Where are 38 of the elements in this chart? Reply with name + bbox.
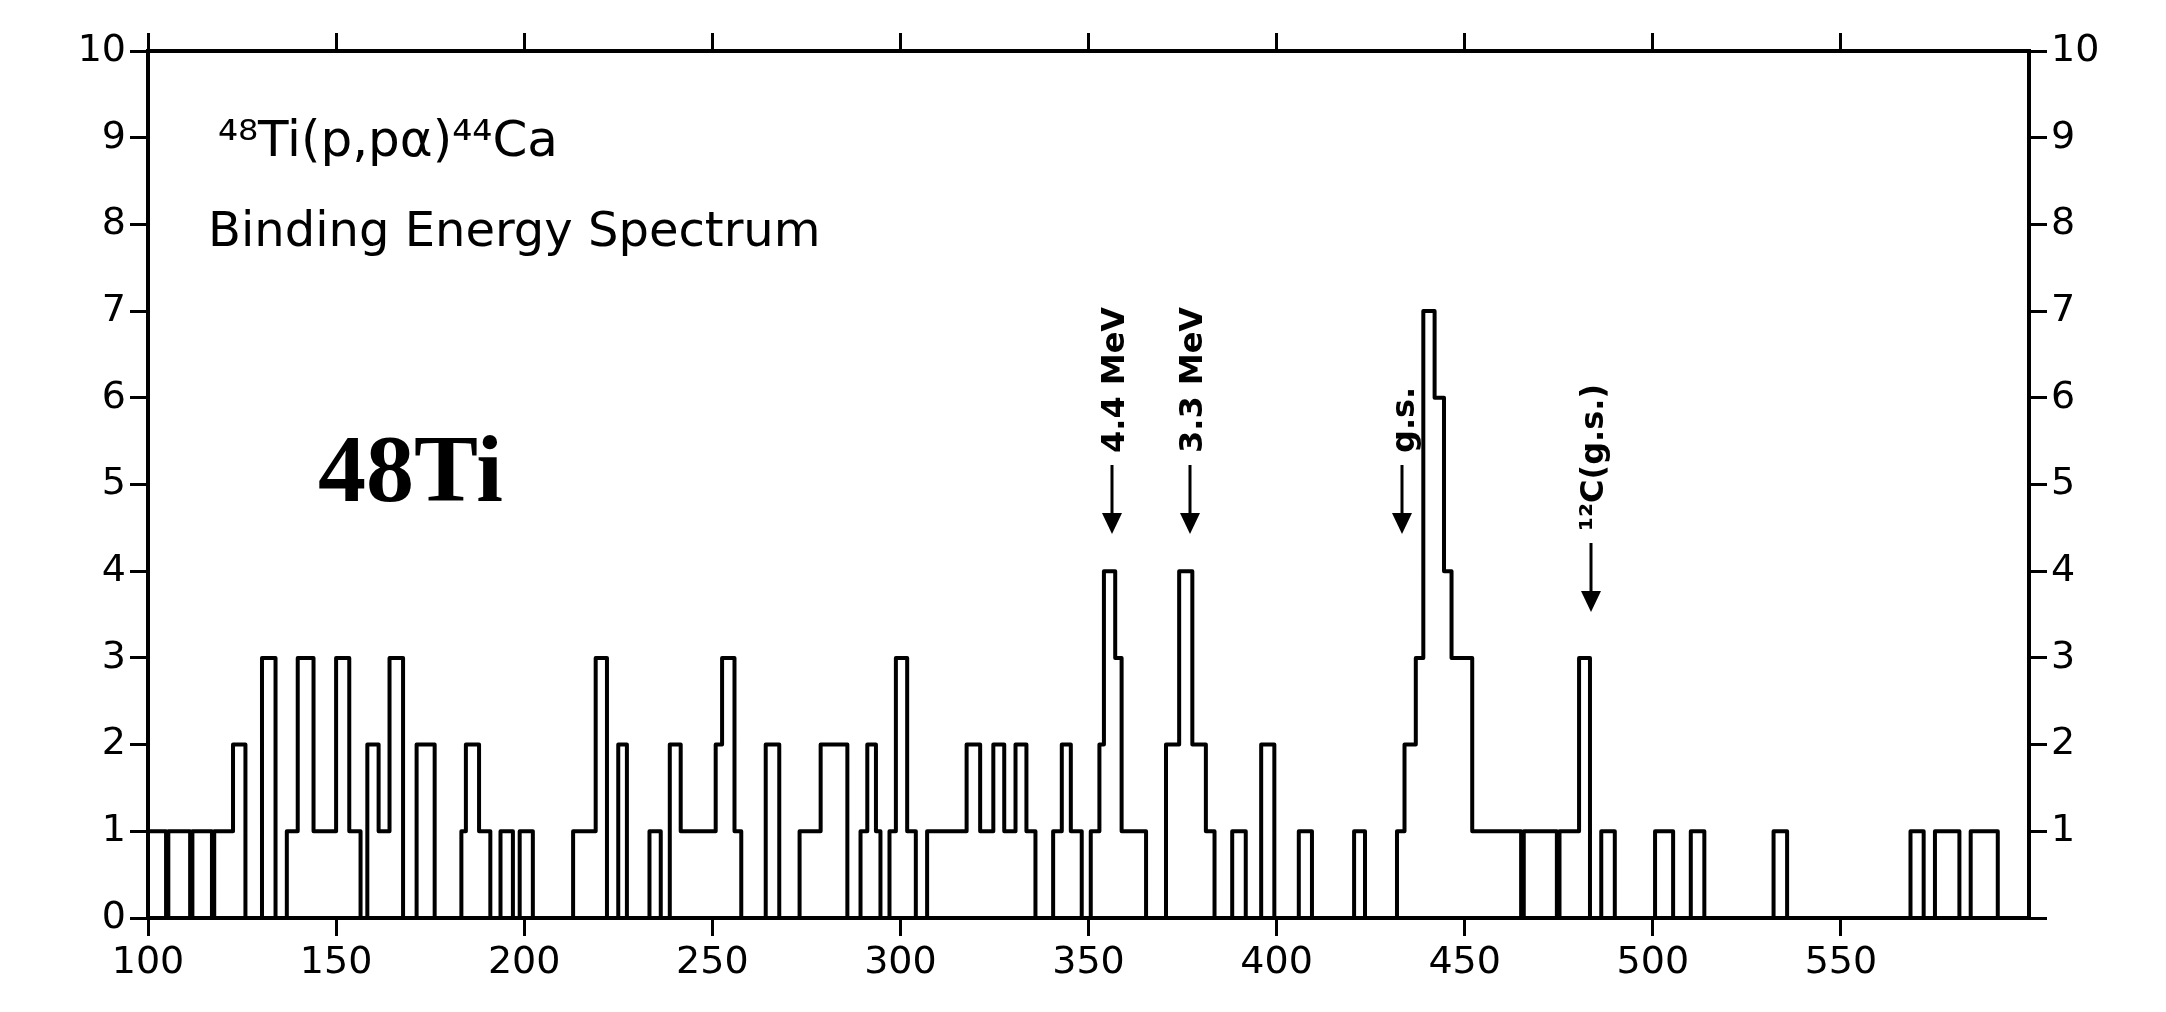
x-tick-label: 550	[1804, 937, 1878, 982]
y-tick-label: 9	[101, 112, 126, 157]
y2-tick-label: 3	[2051, 632, 2076, 677]
y-tick-label: 0	[101, 892, 126, 937]
y-tick-label: 7	[101, 285, 126, 330]
y-tick-label: 3	[101, 632, 126, 677]
x-tick-label: 400	[1240, 937, 1313, 982]
y-tick-label: 8	[101, 199, 126, 244]
y2-tick-label: 6	[2051, 372, 2076, 417]
annotation: ¹²C(g.s.)	[1573, 383, 1611, 531]
y2-tick-label: 5	[2051, 459, 2076, 504]
x-tick-label: 500	[1616, 937, 1690, 982]
x-tick-label: 100	[111, 937, 185, 982]
x-tick-label: 300	[864, 937, 937, 982]
text: ⁴⁸Ti(p,pα)⁴⁴Ca	[218, 110, 558, 168]
x-tick-label: 450	[1428, 937, 1501, 982]
x-tick-label: 200	[487, 937, 561, 982]
y-tick-label: 1	[101, 806, 126, 851]
y2-tick-label: 10	[2051, 25, 2100, 70]
annotation: 48Ti	[318, 415, 503, 522]
annotation: 4.4 MeV	[1094, 306, 1132, 453]
x-tick-label: 250	[676, 937, 749, 982]
y-tick-label: 6	[101, 372, 126, 417]
y2-tick-label: 4	[2051, 546, 2076, 591]
y2-tick-label: 9	[2051, 112, 2076, 157]
y2-tick-label: 8	[2051, 199, 2076, 244]
x-tick-label: 150	[299, 937, 373, 982]
y-tick-label: 5	[101, 459, 126, 504]
y-tick-label: 4	[101, 546, 126, 591]
y2-tick-label: 2	[2051, 719, 2076, 764]
annotation: g.s.	[1384, 386, 1422, 453]
y-tick-label: 2	[101, 719, 126, 764]
y-tick-label: 10	[77, 25, 126, 70]
x-tick-label: 350	[1052, 937, 1125, 982]
y2-tick-label: 1	[2051, 806, 2076, 851]
y2-tick-label: 7	[2051, 285, 2076, 330]
annotation: 3.3 MeV	[1172, 306, 1210, 453]
text: Binding Energy Spectrum	[208, 201, 821, 257]
